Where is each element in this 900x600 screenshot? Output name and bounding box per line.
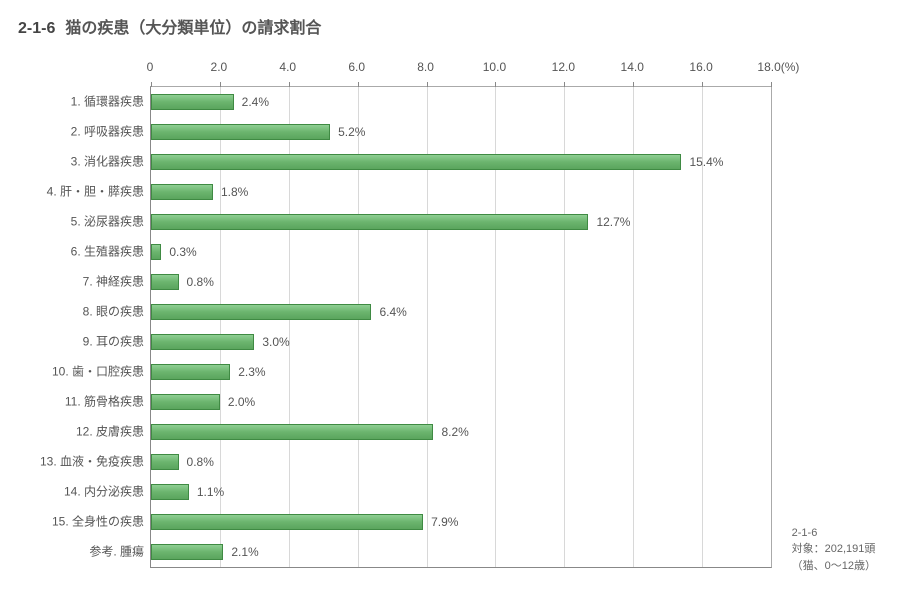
- bar-value-label: 1.8%: [221, 185, 248, 199]
- x-tick-label: 18.0(%): [757, 60, 799, 74]
- y-category-label: 7. 神経疾患: [20, 273, 144, 290]
- bar: [151, 154, 681, 170]
- y-axis-labels: 1. 循環器疾患 2. 呼吸器疾患 3. 消化器疾患 4. 肝・胆・膵疾患 5. 泌尿器…: [20, 86, 144, 566]
- bar-value-label: 2.4%: [242, 95, 269, 109]
- chart-footnote: 2-1-6 対象：202,191頭 （猫、0～12歳）: [792, 525, 876, 575]
- bar: [151, 424, 433, 440]
- bar-value-label: 0.8%: [187, 275, 214, 289]
- y-category-label: 5. 泌尿器疾患: [20, 213, 144, 230]
- bar-value-label: 15.4%: [689, 155, 723, 169]
- y-category-label: 15. 全身性の疾患: [20, 513, 144, 530]
- x-tick-label: 2.0: [211, 60, 228, 74]
- x-tick-label: 10.0: [483, 60, 506, 74]
- bar: [151, 514, 423, 530]
- bar-value-label: 5.2%: [338, 125, 365, 139]
- bar-value-label: 3.0%: [262, 335, 289, 349]
- bar-value-label: 0.8%: [187, 455, 214, 469]
- bar: [151, 334, 254, 350]
- bar-value-label: 2.3%: [238, 365, 265, 379]
- bar-value-label: 1.1%: [197, 485, 224, 499]
- y-category-label: 9. 耳の疾患: [20, 333, 144, 350]
- chart-title-code: 2-1-6: [18, 20, 55, 37]
- y-category-label: 14. 内分泌疾患: [20, 483, 144, 500]
- footnote-line1: 対象：202,191頭: [792, 541, 876, 558]
- y-category-label: 3. 消化器疾患: [20, 153, 144, 170]
- bar-value-label: 6.4%: [379, 305, 406, 319]
- y-category-label: 10. 歯・口腔疾患: [20, 363, 144, 380]
- bar: [151, 454, 179, 470]
- footnote-line2: （猫、0～12歳）: [792, 558, 876, 575]
- x-tick-label: 0: [147, 60, 154, 74]
- bar: [151, 94, 234, 110]
- x-tick-label: 14.0: [621, 60, 644, 74]
- y-category-label: 8. 眼の疾患: [20, 303, 144, 320]
- x-tick-label: 12.0: [552, 60, 575, 74]
- y-category-label: 12. 皮膚疾患: [20, 423, 144, 440]
- bar-value-label: 2.0%: [228, 395, 255, 409]
- bar-value-label: 8.2%: [441, 425, 468, 439]
- y-category-label: 4. 肝・胆・膵疾患: [20, 183, 144, 200]
- bar: [151, 214, 588, 230]
- x-tick-label: 4.0: [279, 60, 296, 74]
- x-tick-label: 8.0: [417, 60, 434, 74]
- y-category-label: 2. 呼吸器疾患: [20, 123, 144, 140]
- bar: [151, 184, 213, 200]
- bar-value-label: 2.1%: [231, 545, 258, 559]
- bar-value-label: 12.7%: [596, 215, 630, 229]
- y-category-label: 1. 循環器疾患: [20, 93, 144, 110]
- bar: [151, 304, 371, 320]
- bar: [151, 274, 179, 290]
- y-category-label: 13. 血液・免疫疾患: [20, 453, 144, 470]
- x-tick-label: 6.0: [348, 60, 365, 74]
- bar: [151, 394, 220, 410]
- plot-area: 2.4% 5.2% 15.4% 1.8% 12.7% 0.3% 0.8% 6.4% 3.0% 2.…: [150, 86, 772, 568]
- y-category-label: 11. 筋骨格疾患: [20, 393, 144, 410]
- y-category-label: 参考. 腫瘍: [20, 543, 144, 560]
- y-category-label: 6. 生殖器疾患: [20, 243, 144, 260]
- bar: [151, 124, 330, 140]
- chart-container: 0 2.0 4.0 6.0 8.0 10.0 12.0 14.0 16.0 18.0(%) 2.4…: [20, 46, 880, 586]
- bar: [151, 244, 161, 260]
- x-axis-ticks: 02.04.06.08.010.012.014.016.018.0(%): [150, 60, 770, 80]
- bar-value-label: 0.3%: [169, 245, 196, 259]
- footnote-code: 2-1-6: [792, 525, 876, 542]
- chart-title: 2-1-6 猫の疾患（大分類単位）の請求割合: [0, 0, 900, 38]
- bar: [151, 544, 223, 560]
- bar: [151, 364, 230, 380]
- chart-title-text: 猫の疾患（大分類単位）の請求割合: [65, 20, 321, 37]
- bar-value-label: 7.9%: [431, 515, 458, 529]
- x-tick-label: 16.0: [689, 60, 712, 74]
- bar: [151, 484, 189, 500]
